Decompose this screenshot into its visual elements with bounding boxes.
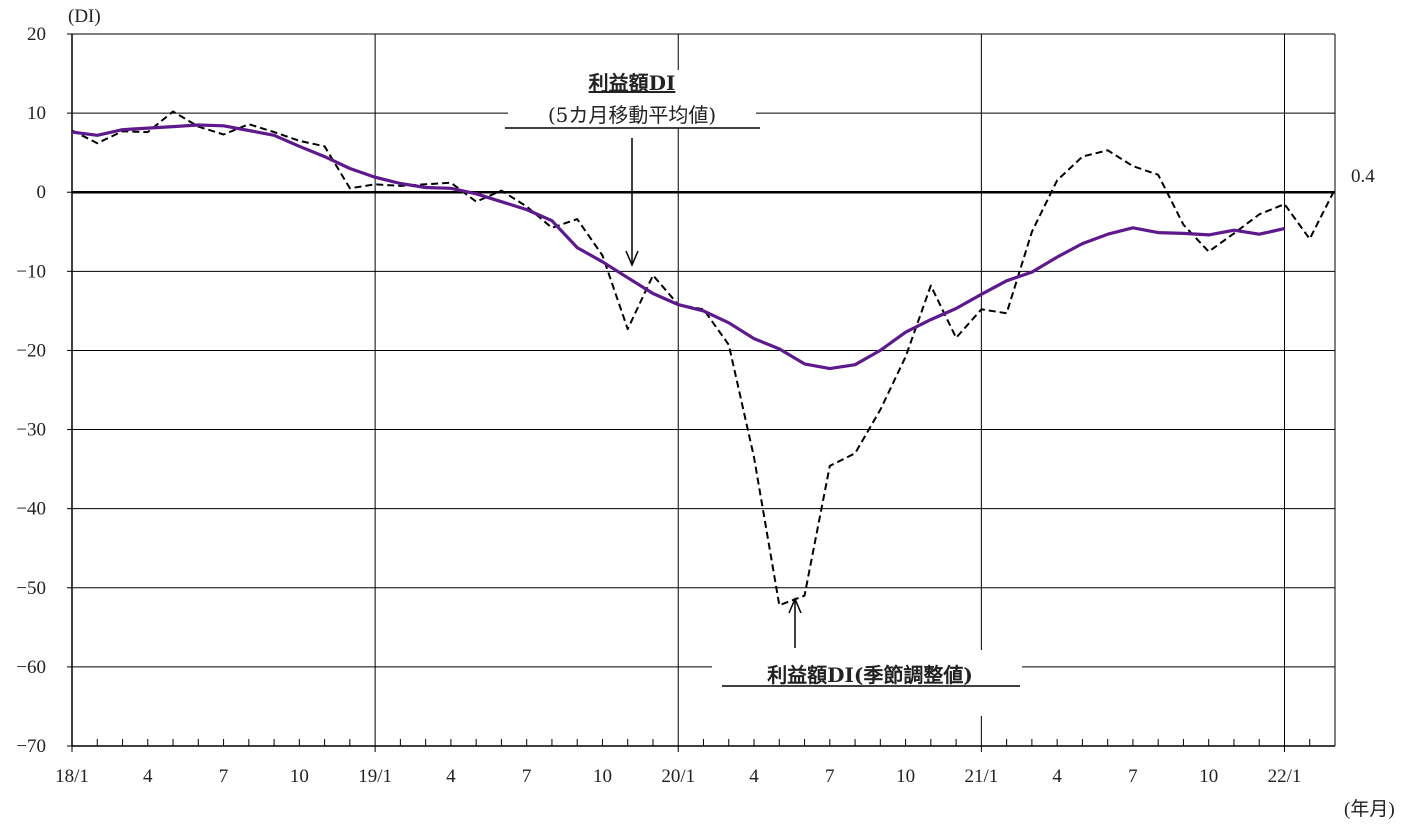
sa-label: 利益額DI(季節調整値) — [767, 663, 973, 687]
x-tick-label: 4 — [1052, 766, 1062, 787]
x-tick-label: 10 — [896, 766, 915, 787]
x-tick-label: 4 — [143, 766, 153, 787]
ticks: 20 10 0 −10 −20 −30 −40 −50 −60 −70 18/1 4 7 10 19/1 4 7… — [16, 24, 1301, 787]
y-tick-label: −60 — [16, 657, 46, 678]
x-tick-label: 7 — [522, 766, 532, 787]
y-tick-label: −30 — [16, 420, 46, 441]
x-tick-label: 10 — [593, 766, 612, 787]
series-line-seasonally-adjusted — [71, 110, 1336, 607]
x-tick-label: 7 — [1128, 766, 1138, 787]
ma-label-mask — [508, 70, 756, 128]
series-lines — [71, 110, 1336, 607]
x-tick-label: 4 — [446, 766, 456, 787]
x-tick-label: 21/1 — [964, 766, 998, 787]
y-tick-label: −70 — [16, 736, 46, 757]
x-tick-label: 10 — [1199, 766, 1218, 787]
series-line-moving-average — [71, 123, 1285, 371]
y-tick-label: −40 — [16, 499, 46, 520]
axes — [67, 33, 1336, 752]
y-tick-label: −20 — [16, 340, 46, 361]
x-tick-label: 18/1 — [55, 766, 89, 787]
ylabel: (DI) — [68, 6, 101, 27]
x-tick-label: 22/1 — [1268, 766, 1302, 787]
y-tick-label: 20 — [27, 24, 46, 45]
ma-label-line2: (5カ月移動平均値) — [548, 103, 716, 127]
x-tick-label: 20/1 — [661, 766, 695, 787]
x-tick-label: 10 — [290, 766, 309, 787]
gridlines — [72, 33, 1335, 746]
x-tick-label: 19/1 — [358, 766, 392, 787]
x-tick-label: 4 — [749, 766, 759, 787]
ma-label-line1: 利益額DI — [589, 71, 676, 95]
sa-arrow-head — [788, 597, 802, 614]
y-tick-label: 10 — [27, 103, 46, 124]
annotations: (DI) (年月) 0.4 利益額DI (5カ月移動平均値) 利益額DI(季節調… — [68, 6, 1395, 820]
y-tick-label: −10 — [16, 261, 46, 282]
xlabel: (年月) — [1344, 798, 1395, 820]
y-tick-label: 0 — [37, 182, 47, 203]
last-value-label: 0.4 — [1351, 166, 1375, 187]
x-tick-label: 7 — [825, 766, 835, 787]
x-tick-label: 7 — [219, 766, 229, 787]
sa-label-mask — [712, 650, 1022, 716]
ma-arrow-head — [625, 250, 639, 267]
y-tick-label: −50 — [16, 578, 46, 599]
